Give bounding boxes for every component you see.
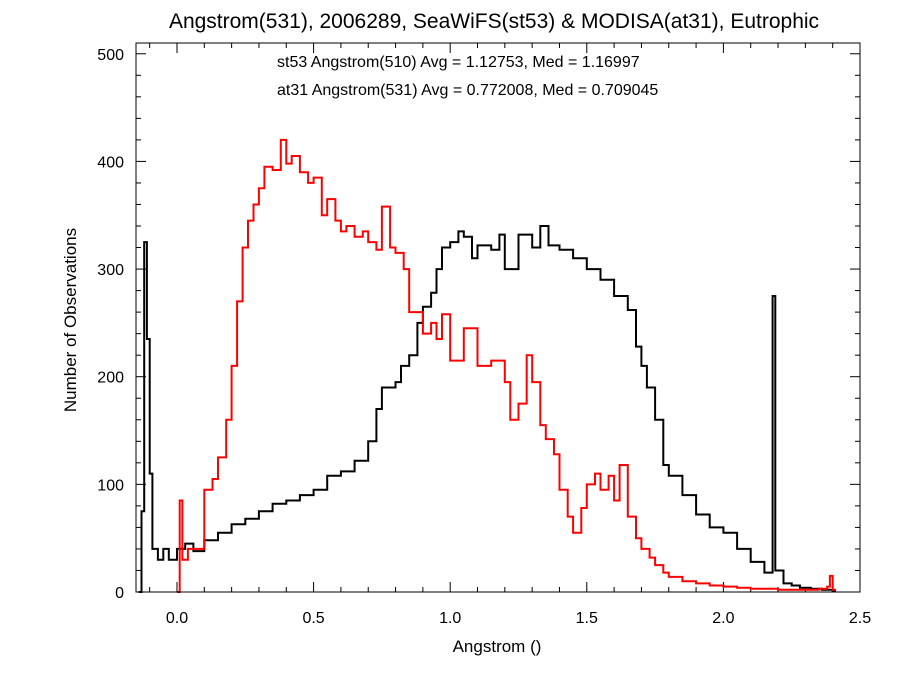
x-tick-label: 2.5 (849, 610, 871, 627)
y-tick-label: 500 (97, 47, 124, 64)
annotation-st53: st53 Angstrom(510) Avg = 1.12753, Med = … (277, 54, 640, 71)
y-tick-label: 0 (115, 585, 124, 602)
x-tick-label: 2.0 (712, 610, 734, 627)
x-tick-label: 0.0 (166, 610, 188, 627)
y-tick-label: 300 (97, 262, 124, 279)
y-tick-label: 200 (97, 370, 124, 387)
y-axis-label: Number of Observations (61, 228, 80, 412)
y-tick-label: 100 (97, 477, 124, 494)
y-tick-label: 400 (97, 154, 124, 171)
chart-title: Angstrom(531), 2006289, SeaWiFS(st53) & … (169, 10, 819, 33)
series-line-0 (138, 225, 836, 593)
x-tick-labels: 0.0 0.5 1.0 1.5 2.0 2.5 (166, 610, 871, 627)
annotation-at31: at31 Angstrom(531) Avg = 0.772008, Med =… (277, 82, 658, 99)
x-tick-label: 1.5 (576, 610, 598, 627)
plot-frame (135, 42, 861, 593)
y-tick-labels: 0 100 200 300 400 500 (97, 47, 124, 602)
x-tick-label: 0.5 (302, 610, 324, 627)
x-axis-label: Angstrom () (453, 637, 542, 656)
series-line-1 (177, 138, 836, 593)
plot-series (138, 138, 836, 593)
x-tick-label: 1.0 (439, 610, 461, 627)
